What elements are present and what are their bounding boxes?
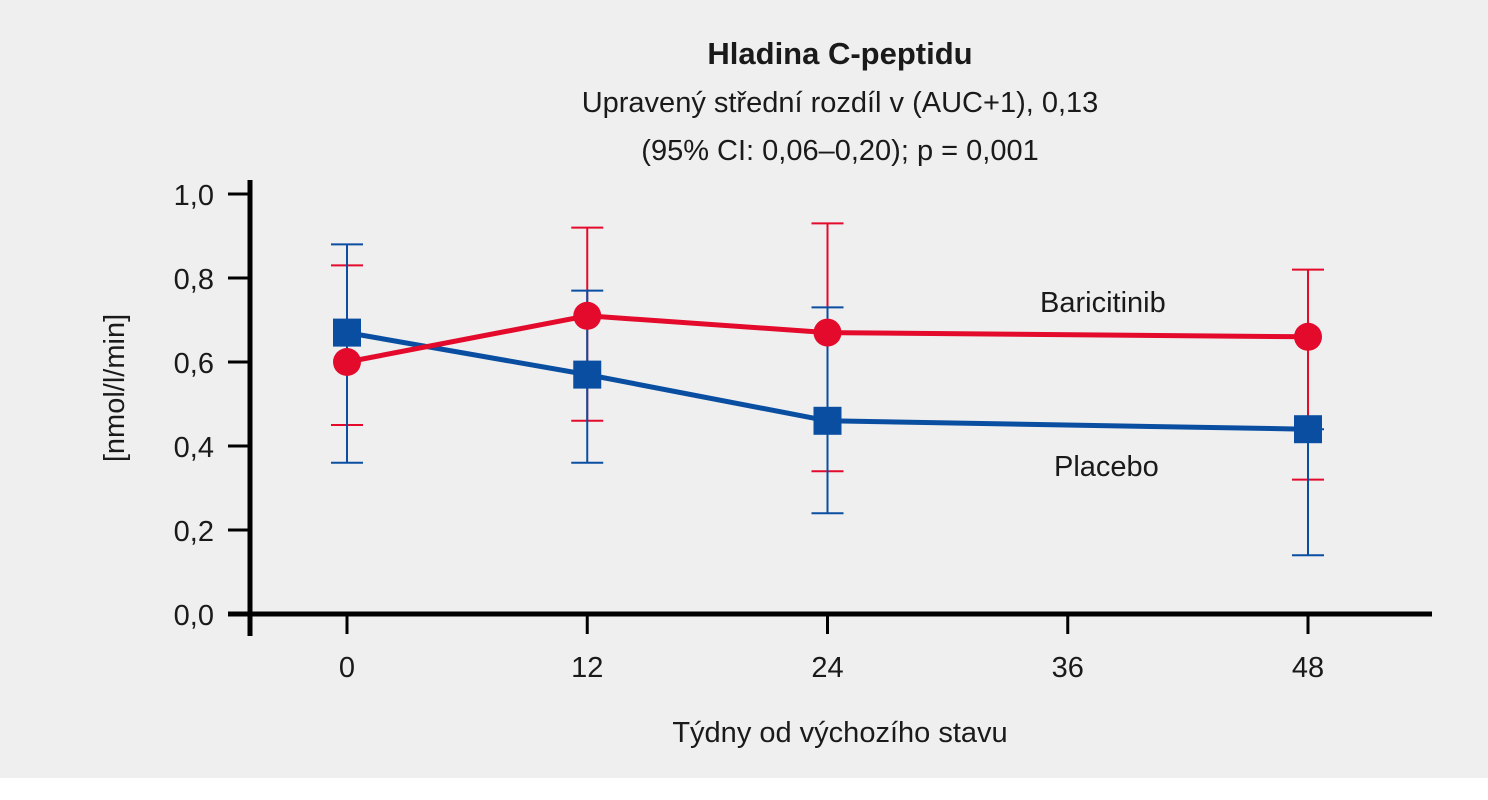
- x-tick-label: 0: [339, 652, 355, 684]
- point-marker-baricitinib: [333, 348, 361, 376]
- y-tick-label: 0,2: [174, 516, 214, 548]
- y-tick-label: 1,0: [174, 180, 214, 212]
- y-axis-label: [nmol/l/min]: [99, 314, 131, 462]
- point-marker-placebo: [573, 360, 602, 389]
- point-marker-baricitinib: [813, 318, 842, 347]
- y-tick-label: 0,8: [174, 264, 214, 296]
- point-marker-placebo: [1294, 415, 1322, 444]
- chart-title: Hladina C-peptidu: [707, 36, 972, 71]
- y-tick-label: 0,6: [174, 348, 214, 380]
- x-axis-label: Týdny od výchozího stavu: [672, 717, 1007, 749]
- point-marker-baricitinib: [573, 301, 602, 330]
- chart-subtitle-line-2: (95% CI: 0,06–0,20); p = 0,001: [641, 135, 1038, 167]
- y-tick-label: 0,4: [174, 432, 214, 464]
- plot-area: 0,0 0,2 0,4 0,6 0,8 1,0 0 12 24 36 48: [174, 180, 1432, 684]
- y-tick-label: 0,0: [174, 600, 214, 632]
- series-line-baricitinib: [346, 313, 1309, 365]
- chart-figure: Hladina C-peptidu Upravený střední rozdí…: [0, 0, 1488, 778]
- x-tick-label: 48: [1292, 652, 1324, 684]
- series-line-placebo: [346, 330, 1309, 432]
- chart-svg: Hladina C-peptidu Upravený střední rozdí…: [99, 36, 1432, 749]
- x-tick-label: 12: [571, 652, 603, 684]
- point-marker-baricitinib: [1294, 322, 1322, 351]
- series-label-placebo: Placebo: [1054, 451, 1159, 483]
- x-tick-label: 36: [1052, 652, 1084, 684]
- point-marker-placebo: [333, 318, 361, 347]
- series-label-baricitinib: Baricitinib: [1040, 287, 1166, 319]
- point-marker-placebo: [813, 406, 842, 435]
- x-tick-label: 24: [811, 652, 843, 684]
- chart-subtitle-line-1: Upravený střední rozdíl v (AUC+1), 0,13: [582, 87, 1099, 119]
